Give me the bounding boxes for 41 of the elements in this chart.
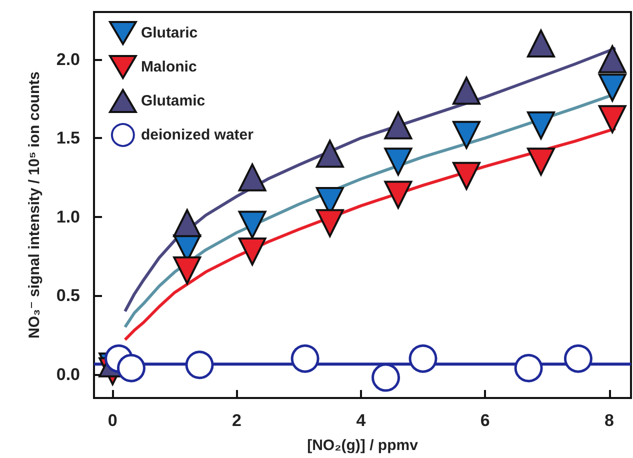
point xyxy=(598,74,626,102)
point xyxy=(173,209,202,238)
point xyxy=(185,350,214,380)
point xyxy=(384,111,412,140)
point xyxy=(384,180,412,209)
y-axis-title: NO₃⁻ signal intensity / 10⁵ ion counts xyxy=(26,72,43,338)
point xyxy=(452,120,480,149)
point xyxy=(238,237,266,266)
point xyxy=(598,45,626,74)
point xyxy=(173,256,202,284)
x-tick-label: 6 xyxy=(480,411,490,430)
point xyxy=(598,105,626,134)
legend-label: deionized water xyxy=(140,126,254,144)
point xyxy=(316,140,344,168)
point xyxy=(316,209,344,238)
x-axis-title: [NO₂(g)] / ppmv xyxy=(307,437,419,454)
point xyxy=(564,344,592,373)
point xyxy=(526,30,555,58)
y-tick-label: 0.0 xyxy=(56,364,80,384)
x-tick-label: 2 xyxy=(232,411,242,430)
legend-label: Glutaric xyxy=(140,24,198,42)
point xyxy=(290,344,320,373)
legend-label: Malonic xyxy=(140,58,197,76)
point xyxy=(238,210,266,239)
legend-label: Glutamic xyxy=(140,92,206,110)
y-tick-label: 2.0 xyxy=(56,50,80,69)
x-tick-label: 8 xyxy=(604,411,614,430)
x-tick-label: 0 xyxy=(108,411,118,430)
point xyxy=(452,76,480,105)
y-tick-label: 0.5 xyxy=(56,286,80,306)
point xyxy=(384,148,412,176)
point xyxy=(514,354,543,382)
point xyxy=(526,148,555,176)
point xyxy=(452,162,480,190)
y-tick-label: 1.0 xyxy=(56,207,80,226)
y-tick-label: 1.5 xyxy=(56,128,80,148)
point xyxy=(117,354,146,382)
x-tick-label: 4 xyxy=(356,411,366,430)
point xyxy=(238,163,266,192)
point xyxy=(408,344,438,373)
point xyxy=(526,111,555,140)
